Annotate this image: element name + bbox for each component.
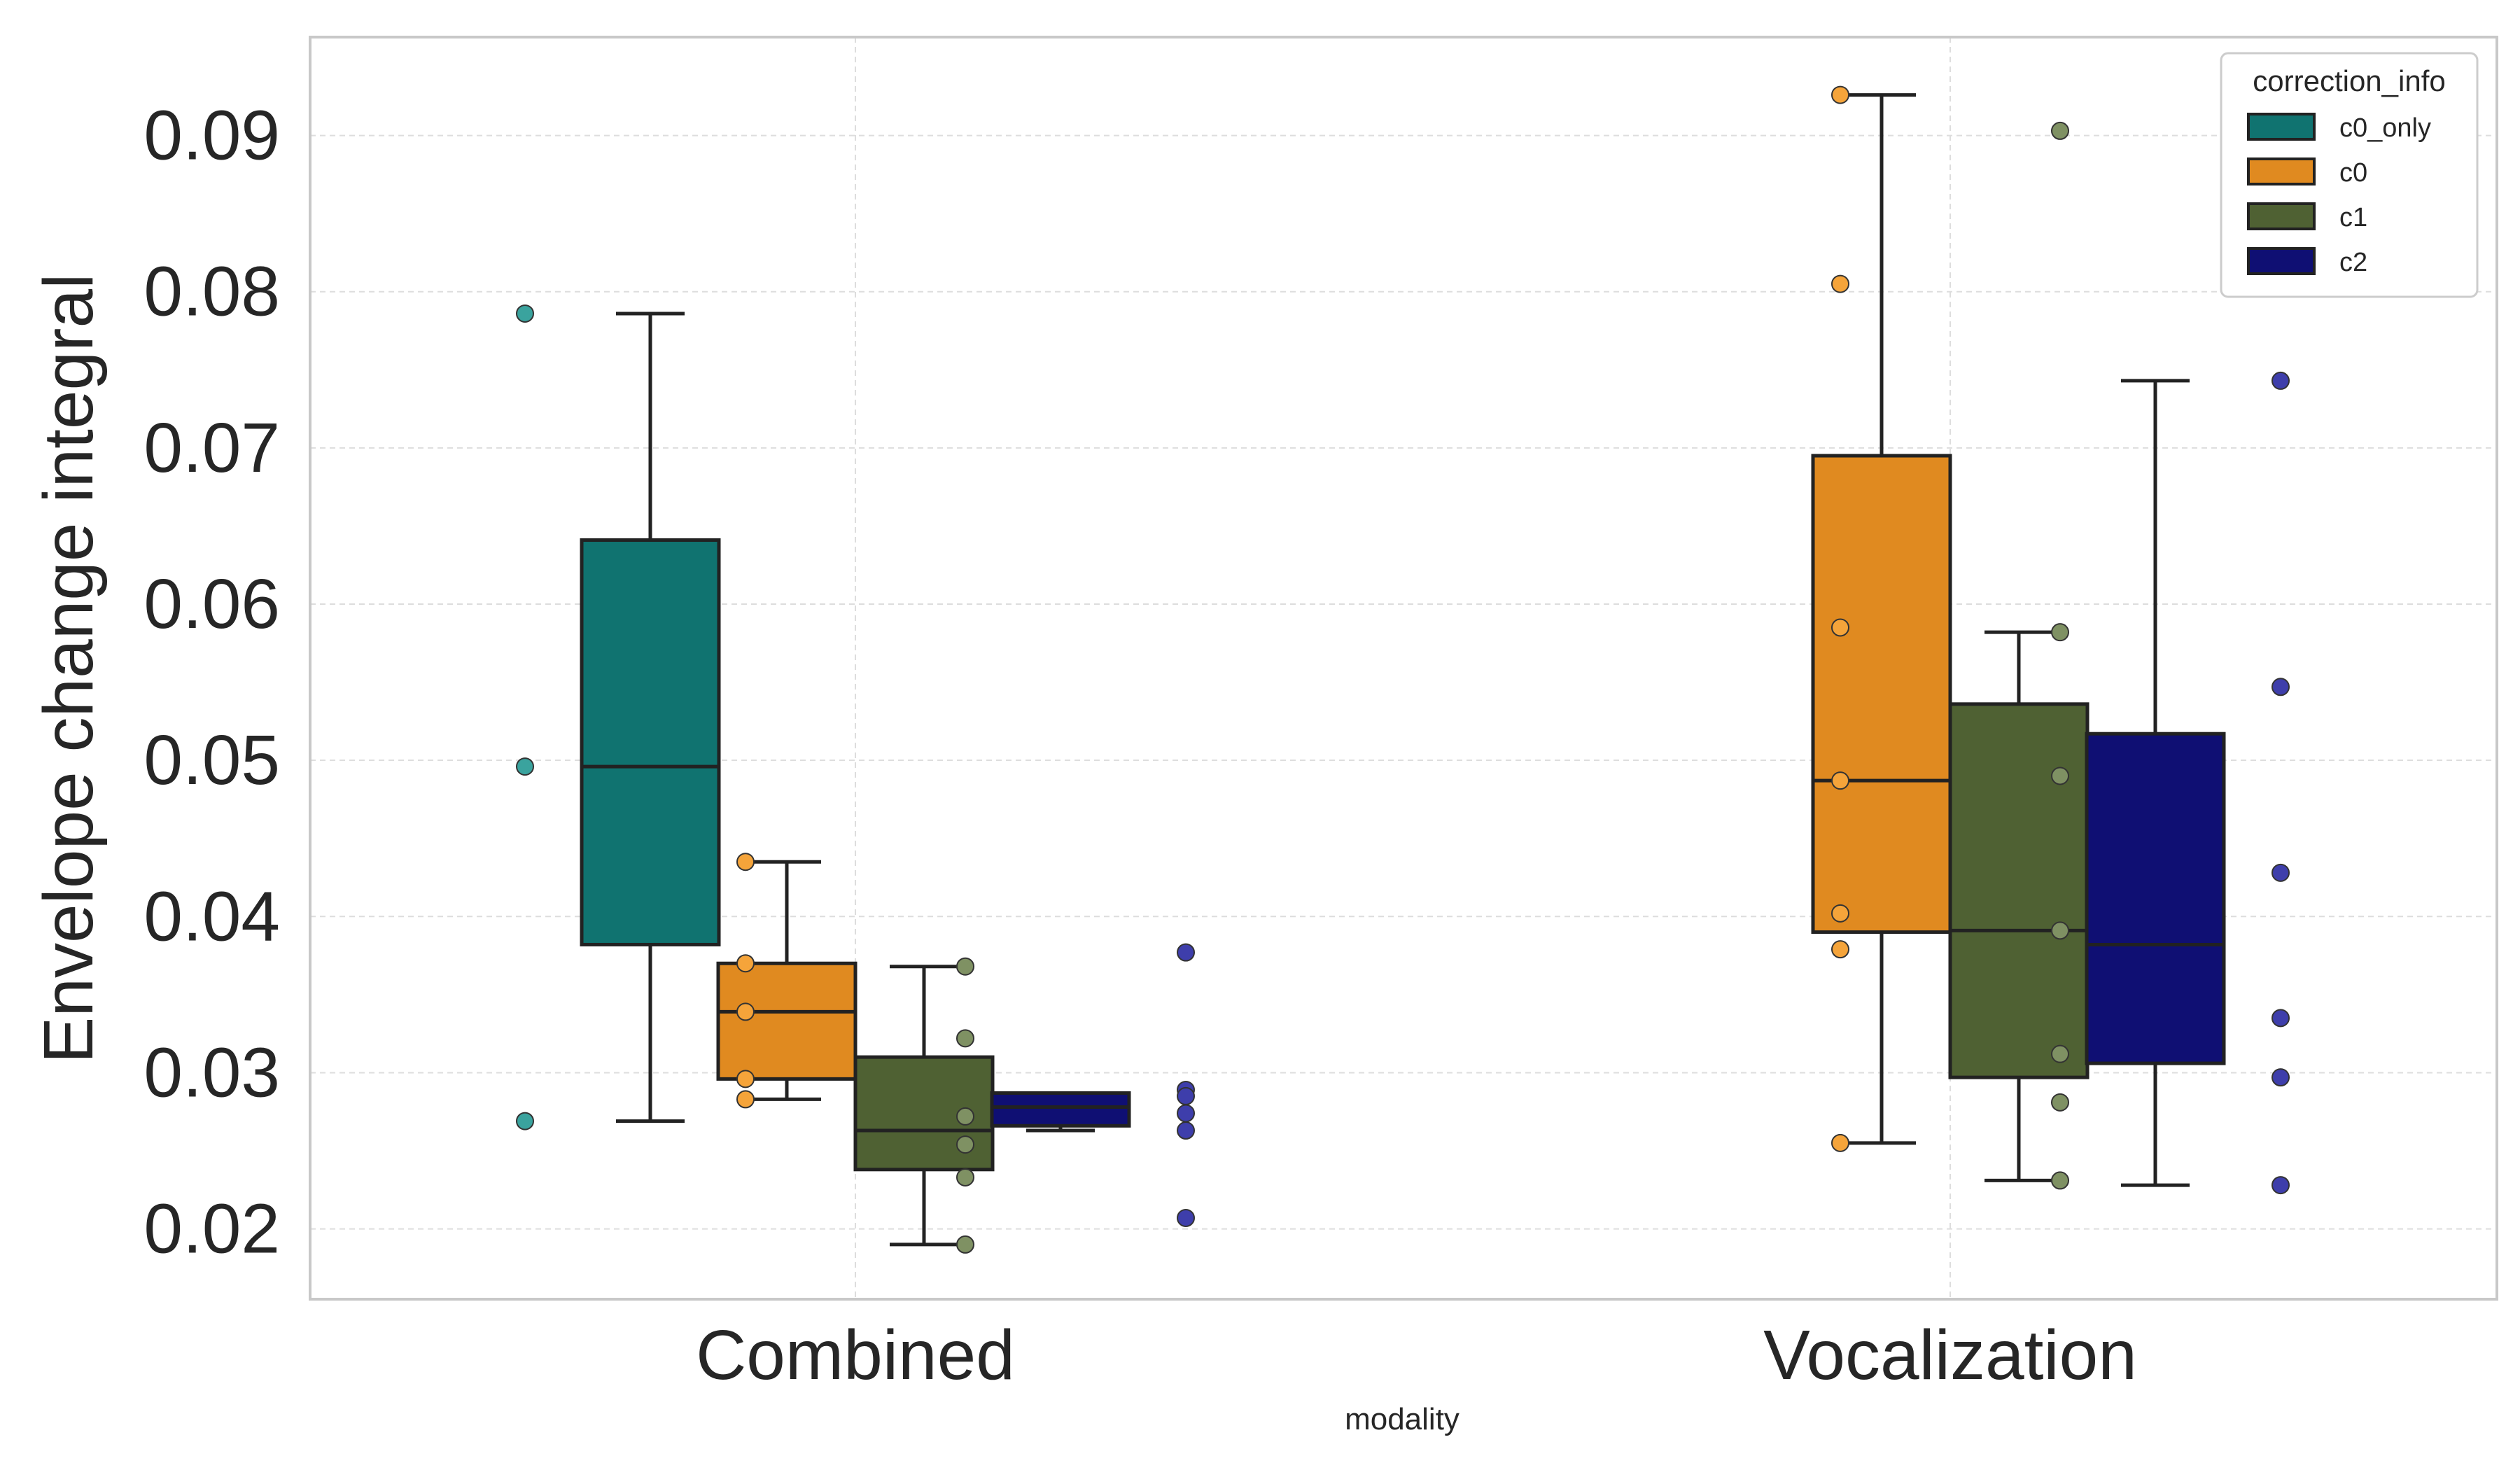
box-c0-combined [716, 860, 858, 1101]
data-point-c0 [736, 1002, 755, 1021]
data-points [516, 85, 2290, 1254]
data-point-c2 [1177, 1086, 1195, 1105]
x-axis-label: modality [1345, 1402, 1460, 1436]
data-point-c0 [1831, 618, 1849, 637]
data-point-c0 [1831, 771, 1849, 790]
box-c2-vocalization [2085, 379, 2226, 1187]
data-point-c2 [1177, 943, 1195, 962]
data-point-c2 [2272, 1068, 2290, 1087]
legend-swatch-c0_only [2247, 113, 2316, 141]
data-point-c2 [2272, 678, 2290, 696]
data-point-c2 [2272, 863, 2290, 882]
data-point-c0_only [516, 304, 534, 323]
data-point-c1 [956, 1107, 974, 1126]
y-tick-label: 0.04 [144, 877, 280, 955]
y-tick-label: 0.08 [144, 253, 280, 331]
data-point-c1 [2051, 1093, 2069, 1112]
data-point-c1 [956, 1235, 974, 1254]
data-point-c0 [736, 1070, 755, 1088]
data-point-c2 [2272, 1176, 2290, 1195]
data-point-c0_only [516, 1112, 534, 1130]
legend: correction_info c0_only c0 c1 c2 [2220, 52, 2479, 298]
y-tick-label: 0.05 [144, 721, 280, 799]
legend-label: c0_only [2339, 113, 2431, 143]
iqr-box [990, 1091, 1131, 1128]
iqr-box [1948, 702, 2090, 1079]
legend-swatch-c0 [2247, 158, 2316, 186]
iqr-box [580, 538, 721, 946]
legend-label: c2 [2339, 248, 2367, 277]
legend-label: c1 [2339, 203, 2367, 232]
x-tick-labels: Combined Vocalization [696, 1316, 2137, 1394]
y-tick-labels: 0.02 0.03 0.04 0.05 0.06 0.07 0.08 0.09 [144, 97, 280, 1268]
y-axis-label: Envelope change integral [29, 274, 108, 1064]
box-c2-combined [990, 1091, 1131, 1133]
data-point-c1 [2051, 623, 2069, 642]
x-tick-label: Vocalization [1763, 1316, 2137, 1394]
data-point-c0 [1831, 940, 1849, 959]
data-point-c0 [1831, 904, 1849, 923]
box-c0-vocalization [1811, 93, 1952, 1145]
data-point-c2 [1177, 1208, 1195, 1227]
iqr-box [1811, 454, 1952, 934]
boxes [580, 93, 2226, 1247]
data-point-c0 [736, 853, 755, 872]
data-point-c1 [2051, 1044, 2069, 1063]
legend-label: c0 [2339, 158, 2367, 188]
data-point-c1 [2051, 921, 2069, 940]
y-tick-label: 0.06 [144, 565, 280, 643]
y-tick-label: 0.02 [144, 1190, 280, 1268]
data-point-c1 [956, 957, 974, 976]
data-point-c1 [956, 1168, 974, 1186]
data-point-c2 [1177, 1121, 1195, 1140]
data-point-c1 [2051, 1171, 2069, 1190]
box-c1-combined [853, 965, 995, 1247]
data-point-c1 [956, 1029, 974, 1048]
iqr-box [716, 961, 858, 1081]
data-point-c0 [1831, 1133, 1849, 1152]
data-point-c0_only [516, 757, 534, 776]
data-point-c2 [1177, 1104, 1195, 1123]
legend-title: correction_info [2253, 64, 2445, 97]
iqr-box [2085, 732, 2226, 1065]
data-point-c1 [2051, 766, 2069, 785]
x-tick-label: Combined [696, 1316, 1015, 1394]
box-c1-vocalization [1948, 630, 2090, 1182]
legend-swatch-c1 [2247, 202, 2316, 230]
y-tick-label: 0.07 [144, 409, 280, 487]
data-point-c0 [736, 954, 755, 973]
data-point-c1 [956, 1135, 974, 1154]
data-point-c0 [1831, 85, 1849, 104]
data-point-c0 [1831, 274, 1849, 293]
plot-area-frame [309, 36, 2498, 1301]
y-tick-label: 0.09 [144, 97, 280, 175]
data-point-c2 [2272, 371, 2290, 390]
y-tick-label: 0.03 [144, 1033, 280, 1112]
data-point-c1 [2051, 121, 2069, 140]
data-point-c0 [736, 1090, 755, 1109]
box-c0_only-combined [580, 312, 721, 1124]
data-point-c2 [2272, 1009, 2290, 1028]
legend-swatch-c2 [2247, 247, 2316, 275]
